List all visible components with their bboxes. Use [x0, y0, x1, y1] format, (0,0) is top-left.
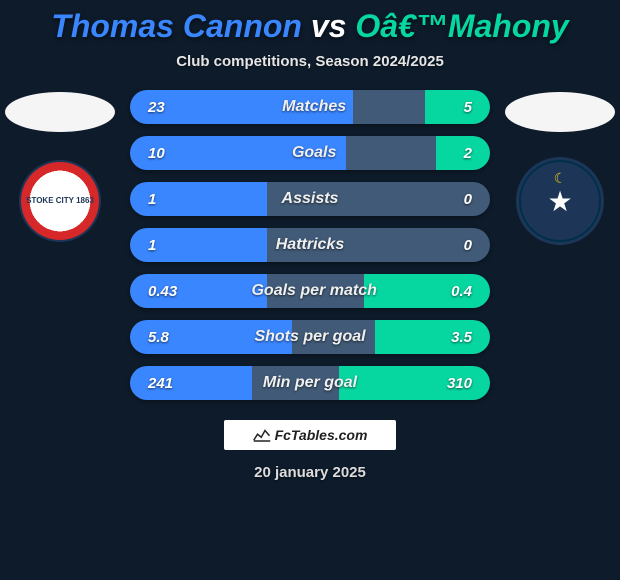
stats-list: 23Matches510Goals21Assists01Hattricks00.…	[130, 90, 490, 400]
stat-label: Goals per match	[177, 282, 451, 300]
left-player-column: STOKE CITY 1863	[0, 90, 120, 242]
stat-value-right: 310	[447, 375, 472, 392]
right-player-column: ☾ ★	[500, 90, 620, 242]
stat-value-right: 2	[464, 145, 472, 162]
comparison-body: STOKE CITY 1863 23Matches510Goals21Assis…	[0, 90, 620, 400]
badge-text: STOKE CITY 1863	[26, 197, 94, 206]
stat-row: 5.8Shots per goal3.5	[130, 320, 490, 354]
stat-row: 10Goals2	[130, 136, 490, 170]
stat-value-left: 1	[148, 191, 156, 208]
stat-row: 0.43Goals per match0.4	[130, 274, 490, 308]
stat-value-right: 5	[464, 99, 472, 116]
stat-value-right: 0.4	[451, 283, 472, 300]
stat-value-left: 1	[148, 237, 156, 254]
player1-name: Thomas Cannon	[51, 8, 302, 44]
stat-label: Goals	[165, 144, 464, 162]
stat-value-left: 10	[148, 145, 165, 162]
stat-row: 23Matches5	[130, 90, 490, 124]
stat-value-right: 0	[464, 191, 472, 208]
player1-silhouette	[5, 92, 115, 132]
crescent-icon: ☾	[554, 170, 567, 187]
attribution-box[interactable]: FcTables.com	[224, 420, 396, 450]
stat-row: 1Hattricks0	[130, 228, 490, 262]
stat-label: Shots per goal	[169, 328, 451, 346]
player2-name: Oâ€™Mahony	[355, 8, 568, 44]
fctables-logo-icon	[253, 428, 271, 442]
portsmouth-badge: ☾ ★	[519, 160, 601, 242]
stat-value-right: 0	[464, 237, 472, 254]
competition-subtitle: Club competitions, Season 2024/2025	[0, 53, 620, 70]
stat-value-left: 23	[148, 99, 165, 116]
star-icon: ★	[547, 185, 572, 218]
stat-value-right: 3.5	[451, 329, 472, 346]
stat-value-left: 241	[148, 375, 173, 392]
footer-date: 20 january 2025	[0, 464, 620, 481]
stat-label: Matches	[165, 98, 464, 116]
vs-separator: vs	[311, 8, 347, 44]
stoke-city-badge: STOKE CITY 1863	[19, 160, 101, 242]
stat-label: Min per goal	[173, 374, 447, 392]
stat-value-left: 5.8	[148, 329, 169, 346]
stat-value-left: 0.43	[148, 283, 177, 300]
stat-label: Assists	[156, 190, 463, 208]
stat-label: Hattricks	[156, 236, 463, 254]
comparison-title: Thomas Cannon vs Oâ€™Mahony	[0, 0, 620, 45]
attribution-text: FcTables.com	[275, 427, 368, 443]
player2-silhouette	[505, 92, 615, 132]
stat-row: 1Assists0	[130, 182, 490, 216]
stat-row: 241Min per goal310	[130, 366, 490, 400]
